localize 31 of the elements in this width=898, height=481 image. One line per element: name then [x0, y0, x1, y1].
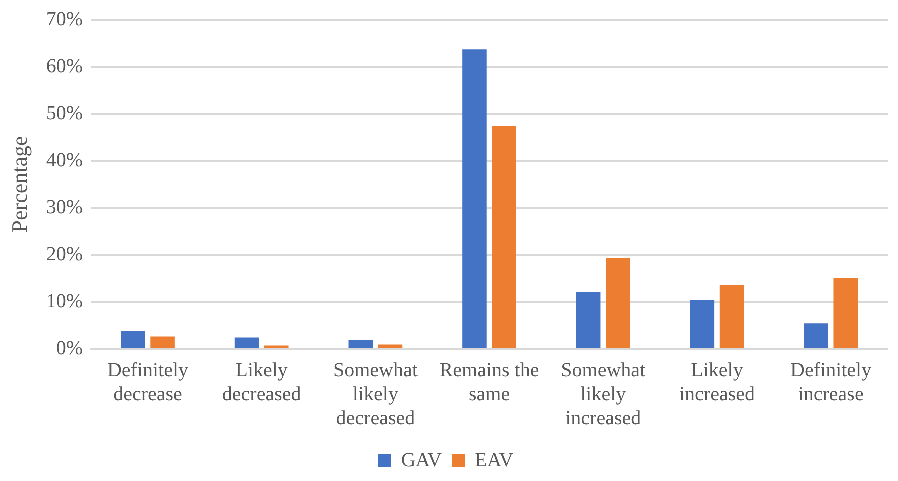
x-tick-label: Definitely increase — [790, 359, 872, 406]
bar — [804, 324, 828, 348]
bar — [234, 338, 260, 348]
bar — [462, 50, 487, 348]
y-tick-label: 0% — [56, 337, 84, 360]
bar — [348, 340, 374, 348]
x-tick-label: Definitely decrease — [107, 359, 189, 406]
x-tick-label: Likely decreased — [222, 359, 302, 406]
y-tick-label: 10% — [46, 290, 84, 312]
y-tick-label: 50% — [46, 102, 84, 124]
bar — [690, 300, 715, 348]
x-tick-label: Likely increased — [679, 359, 755, 406]
bar — [378, 344, 403, 348]
bar — [834, 278, 858, 348]
y-tick-label: 40% — [46, 149, 84, 172]
x-tick-label: Somewhat likely decreased — [333, 359, 418, 430]
bar — [492, 126, 516, 348]
x-tick-label: Somewhat likely increased — [561, 359, 646, 430]
legend-label: GAV — [401, 449, 443, 472]
bar — [576, 292, 601, 348]
bar — [150, 336, 175, 348]
y-tick-label: 20% — [46, 243, 84, 266]
legend-label: EAV — [475, 449, 514, 472]
bar — [121, 331, 146, 348]
y-tick-label: 60% — [46, 55, 84, 78]
bar — [720, 285, 744, 348]
y-tick-label: 30% — [46, 196, 84, 218]
x-tick-label: Remains the same — [440, 359, 540, 406]
y-tick-label: 70% — [46, 8, 84, 30]
y-axis-title: Percentage — [6, 136, 32, 233]
bar — [606, 258, 630, 348]
